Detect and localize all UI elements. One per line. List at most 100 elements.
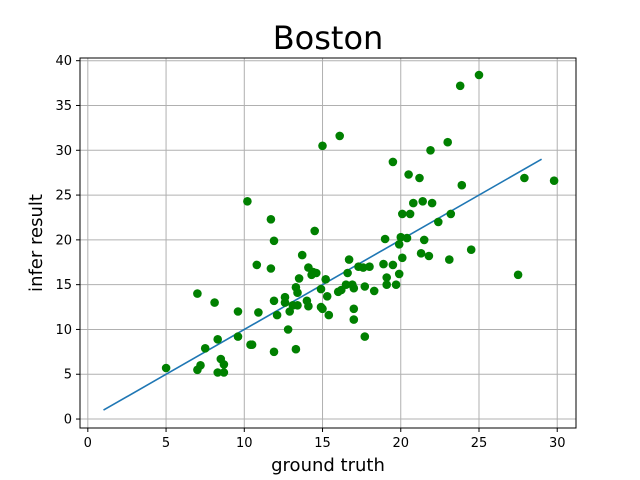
scatter-point xyxy=(254,308,263,317)
scatter-point xyxy=(344,255,354,264)
scatter-point xyxy=(335,131,345,141)
scatter-point xyxy=(200,344,210,353)
x-tick-label: 25 xyxy=(471,436,488,451)
grid-lines xyxy=(80,58,576,428)
scatter-point xyxy=(394,269,404,279)
scatter-point xyxy=(388,260,398,270)
scatter-point xyxy=(247,340,257,350)
scatter-point xyxy=(266,264,276,273)
scatter-point xyxy=(360,332,370,341)
scatter-point xyxy=(266,215,276,224)
scatter-point xyxy=(360,282,370,291)
scatter-point xyxy=(233,332,243,341)
scatter-point xyxy=(243,197,252,206)
scatter-point xyxy=(455,81,465,91)
scatter-point xyxy=(416,249,426,258)
scatter-point xyxy=(269,296,279,306)
scatter-point xyxy=(233,307,243,316)
scatter-point xyxy=(349,283,359,293)
x-tick-label: 10 xyxy=(236,436,253,451)
scatter-point xyxy=(394,240,404,249)
scatter-point xyxy=(293,288,302,298)
x-axis-label: ground truth xyxy=(271,455,385,476)
y-tick-label: 0 xyxy=(64,413,72,428)
scatter-point xyxy=(398,253,407,263)
scatter-point xyxy=(382,273,392,282)
y-tick-label: 15 xyxy=(55,278,72,293)
scatter-point xyxy=(297,250,307,260)
scatter-point xyxy=(402,233,412,243)
scatter-point xyxy=(369,286,379,296)
x-axis-ticks: 0 5 10 15 20 25 30 xyxy=(84,428,566,451)
scatter-point xyxy=(294,274,304,283)
scatter-point xyxy=(219,368,229,377)
scatter-point xyxy=(382,280,392,290)
fit-line-series xyxy=(103,158,542,411)
plot-area-frame xyxy=(79,57,577,429)
scatter-point xyxy=(312,268,321,278)
scatter-point xyxy=(358,263,368,272)
scatter-point xyxy=(446,209,456,219)
scatter-point xyxy=(324,310,334,320)
y-axis-ticks: 0 5 10 15 20 25 30 35 40 xyxy=(55,54,80,428)
scatter-point xyxy=(293,301,302,310)
scatter-point xyxy=(415,173,424,183)
scatter-point xyxy=(213,368,222,377)
x-tick-label: 20 xyxy=(392,436,409,451)
scatter-point xyxy=(269,236,279,246)
scatter-point xyxy=(388,157,398,167)
y-tick-label: 40 xyxy=(55,54,72,69)
y-tick-label: 30 xyxy=(55,144,72,159)
scatter-point xyxy=(380,234,390,244)
scatter-point xyxy=(513,270,523,280)
scatter-point xyxy=(322,292,332,301)
scatter-point xyxy=(318,141,327,151)
scatter-point xyxy=(219,360,229,369)
scatter-point xyxy=(196,361,205,370)
scatter-point xyxy=(434,217,443,227)
scatter-point xyxy=(213,335,222,344)
scatter-point xyxy=(291,344,301,354)
fit-line xyxy=(103,158,542,411)
y-tick-label: 10 xyxy=(55,323,72,338)
chart-title: Boston xyxy=(273,19,384,57)
x-tick-label: 15 xyxy=(314,436,331,451)
scatter-point xyxy=(409,198,418,208)
x-tick-label: 0 xyxy=(84,436,92,451)
scatter-point xyxy=(210,298,219,307)
scatter-point xyxy=(318,304,327,314)
scatter-point xyxy=(445,255,454,264)
y-tick-label: 5 xyxy=(64,368,72,383)
scatter-point xyxy=(341,280,351,290)
scatter-point xyxy=(272,310,282,320)
scatter-point xyxy=(419,235,429,245)
y-tick-label: 25 xyxy=(55,189,72,204)
scatter-point xyxy=(404,170,413,179)
scatter-point xyxy=(280,298,290,307)
scatter-point xyxy=(321,275,331,284)
scatter-point xyxy=(343,268,352,278)
scatter-point xyxy=(310,226,320,236)
scatter-point xyxy=(349,304,359,314)
scatter-point xyxy=(549,176,559,185)
scatter-point xyxy=(398,209,407,219)
scatter-point xyxy=(379,259,388,269)
scatter-point xyxy=(424,251,434,261)
scatter-point xyxy=(426,146,435,155)
scatter-point xyxy=(252,260,262,270)
scatter-point xyxy=(365,262,374,272)
scatter-point xyxy=(405,209,415,219)
scatter-point xyxy=(269,347,279,357)
scatter-point xyxy=(466,245,476,254)
scatter-point xyxy=(418,197,428,206)
scatter-point xyxy=(474,70,484,80)
scatter-point xyxy=(316,284,326,294)
y-axis-label: infer result xyxy=(26,194,47,292)
scatter-point xyxy=(161,363,171,373)
scatter-point xyxy=(349,315,359,324)
scatter-series xyxy=(161,70,559,377)
x-tick-label: 30 xyxy=(549,436,566,451)
x-tick-label: 5 xyxy=(162,436,170,451)
scatter-point xyxy=(427,198,437,208)
